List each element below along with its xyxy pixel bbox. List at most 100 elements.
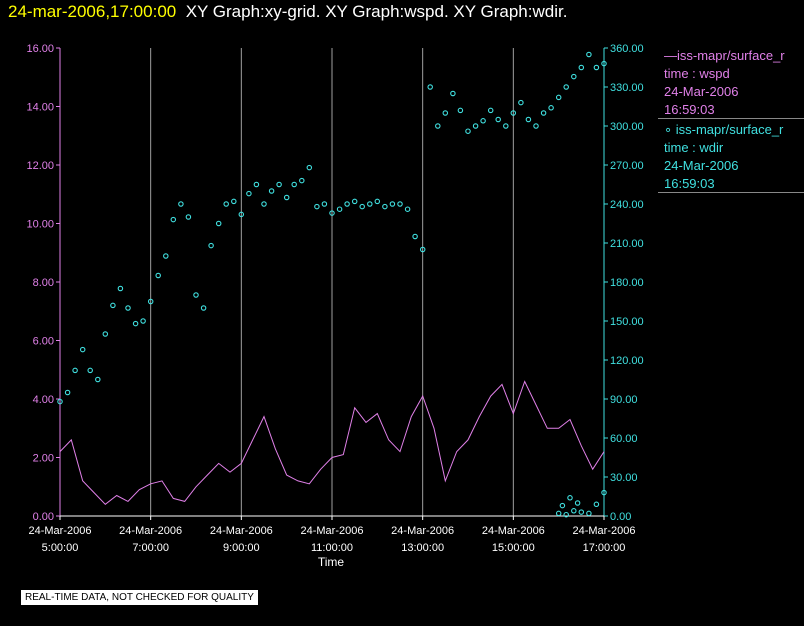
wdir-point bbox=[321, 201, 328, 207]
wdir-point bbox=[178, 201, 184, 207]
left-tick-label: 0.00 bbox=[33, 511, 54, 523]
wdir-point bbox=[450, 90, 456, 97]
legend-wspd-time: 16:59:03 bbox=[664, 102, 715, 117]
right-tick-label: 90.00 bbox=[610, 394, 638, 406]
wdir-point bbox=[578, 509, 585, 515]
wdir-point bbox=[223, 201, 229, 207]
wdir-point bbox=[215, 220, 222, 227]
wspd-line bbox=[59, 380, 605, 505]
wdir-point bbox=[299, 177, 305, 184]
legend-wspd-var: time : wspd bbox=[664, 66, 730, 81]
legend-wdir: ∘ iss-mapr/surface_r time : wdir 24-Mar-… bbox=[664, 121, 783, 193]
legend-wspd: —iss-mapr/surface_r time : wspd 24-Mar-2… bbox=[664, 47, 785, 119]
wdir-point bbox=[147, 298, 154, 305]
wdir-point bbox=[253, 181, 260, 188]
wdir-point bbox=[480, 118, 486, 124]
wdir-point bbox=[404, 206, 411, 212]
wdir-point bbox=[132, 320, 139, 327]
legend-wspd-date: 24-Mar-2006 bbox=[664, 84, 739, 99]
wdir-point bbox=[578, 64, 585, 71]
wdir-point bbox=[351, 198, 358, 205]
quality-notice: REAL-TIME DATA, NOT CHECKED FOR QUALITY bbox=[20, 589, 259, 606]
x-tick-time: 9:00:00 bbox=[223, 542, 260, 554]
right-tick-label: 150.00 bbox=[610, 316, 644, 328]
x-tick-time: 13:00:00 bbox=[401, 542, 444, 554]
x-tick-time: 7:00:00 bbox=[132, 542, 169, 554]
x-tick-date: 24-Mar-2006 bbox=[573, 525, 636, 537]
wdir-point bbox=[525, 116, 532, 123]
wdir-point bbox=[548, 105, 554, 111]
left-tick-label: 2.00 bbox=[33, 453, 54, 465]
wdir-point bbox=[419, 246, 426, 253]
x-tick-time: 11:00:00 bbox=[311, 542, 353, 554]
wdir-point bbox=[261, 201, 267, 207]
wdir-point bbox=[208, 242, 214, 249]
left-tick-label: 6.00 bbox=[33, 336, 54, 348]
wdir-point bbox=[574, 500, 581, 506]
wdir-point bbox=[555, 510, 562, 517]
wdir-point bbox=[155, 272, 161, 279]
wdir-point bbox=[291, 181, 297, 188]
wdir-point bbox=[102, 331, 109, 337]
x-tick-date: 24-Mar-2006 bbox=[301, 525, 364, 537]
left-tick-label: 8.00 bbox=[33, 277, 54, 289]
legend-divider bbox=[658, 118, 804, 119]
wdir-point bbox=[555, 94, 562, 101]
title-timestamp: 24-mar-2006,17:00:00 bbox=[8, 2, 177, 21]
wdir-point bbox=[457, 107, 464, 114]
wdir-point bbox=[268, 188, 275, 194]
wdir-point bbox=[389, 201, 396, 207]
wdir-point bbox=[57, 398, 63, 405]
left-tick-label: 16.00 bbox=[26, 43, 54, 55]
wdir-point bbox=[64, 389, 71, 396]
wdir-point bbox=[117, 285, 124, 292]
x-tick-time: 5:00:00 bbox=[42, 542, 79, 554]
right-tick-label: 270.00 bbox=[610, 160, 644, 172]
wdir-point bbox=[442, 110, 449, 116]
tick-labels: 0.00 2.00 4.00 6.00 8.00 10.00 12.00 14.00 16.00… bbox=[26, 43, 643, 554]
legend-wdir-time: 16:59:03 bbox=[664, 176, 715, 191]
grid-lines bbox=[150, 48, 514, 516]
series-wdir bbox=[57, 51, 607, 518]
right-tick-label: 300.00 bbox=[610, 121, 644, 133]
wdir-point bbox=[336, 206, 343, 212]
left-tick-label: 10.00 bbox=[26, 219, 54, 231]
wdir-point bbox=[586, 51, 592, 58]
wdir-point bbox=[367, 201, 373, 207]
left-tick-label: 14.00 bbox=[26, 102, 54, 114]
wdir-point bbox=[563, 84, 569, 90]
right-tick-label: 360.00 bbox=[610, 43, 644, 55]
wdir-point bbox=[140, 318, 146, 324]
wdir-point bbox=[110, 302, 116, 309]
wdir-point bbox=[95, 376, 101, 383]
right-tick-label: 330.00 bbox=[610, 82, 644, 94]
wdir-point bbox=[374, 198, 381, 205]
right-tick-label: 60.00 bbox=[610, 433, 638, 445]
wdir-point bbox=[593, 501, 600, 508]
legend-wdir-var: time : wdir bbox=[664, 140, 724, 155]
wdir-point bbox=[601, 60, 607, 67]
wdir-point bbox=[559, 502, 566, 509]
wdir-point bbox=[601, 489, 607, 496]
x-tick-date: 24-Mar-2006 bbox=[119, 525, 182, 537]
wdir-point bbox=[563, 511, 569, 518]
wdir-point bbox=[193, 292, 199, 298]
wdir-point bbox=[231, 198, 237, 205]
wdir-point bbox=[72, 367, 78, 374]
right-tick-label: 210.00 bbox=[610, 238, 644, 250]
axes bbox=[56, 47, 608, 520]
wdir-point bbox=[586, 510, 592, 517]
right-tick-label: 120.00 bbox=[610, 355, 644, 367]
wdir-point bbox=[540, 110, 547, 116]
wdir-point bbox=[79, 346, 86, 353]
wdir-point bbox=[567, 495, 573, 501]
wdir-point bbox=[518, 99, 524, 106]
wdir-point bbox=[276, 181, 282, 188]
wdir-point bbox=[200, 305, 207, 311]
x-tick-date: 24-Mar-2006 bbox=[482, 525, 545, 537]
wdir-point bbox=[185, 214, 192, 220]
wdir-point bbox=[533, 123, 539, 129]
right-tick-label: 240.00 bbox=[610, 199, 644, 211]
left-tick-label: 12.00 bbox=[26, 160, 54, 172]
wdir-point bbox=[238, 211, 245, 218]
